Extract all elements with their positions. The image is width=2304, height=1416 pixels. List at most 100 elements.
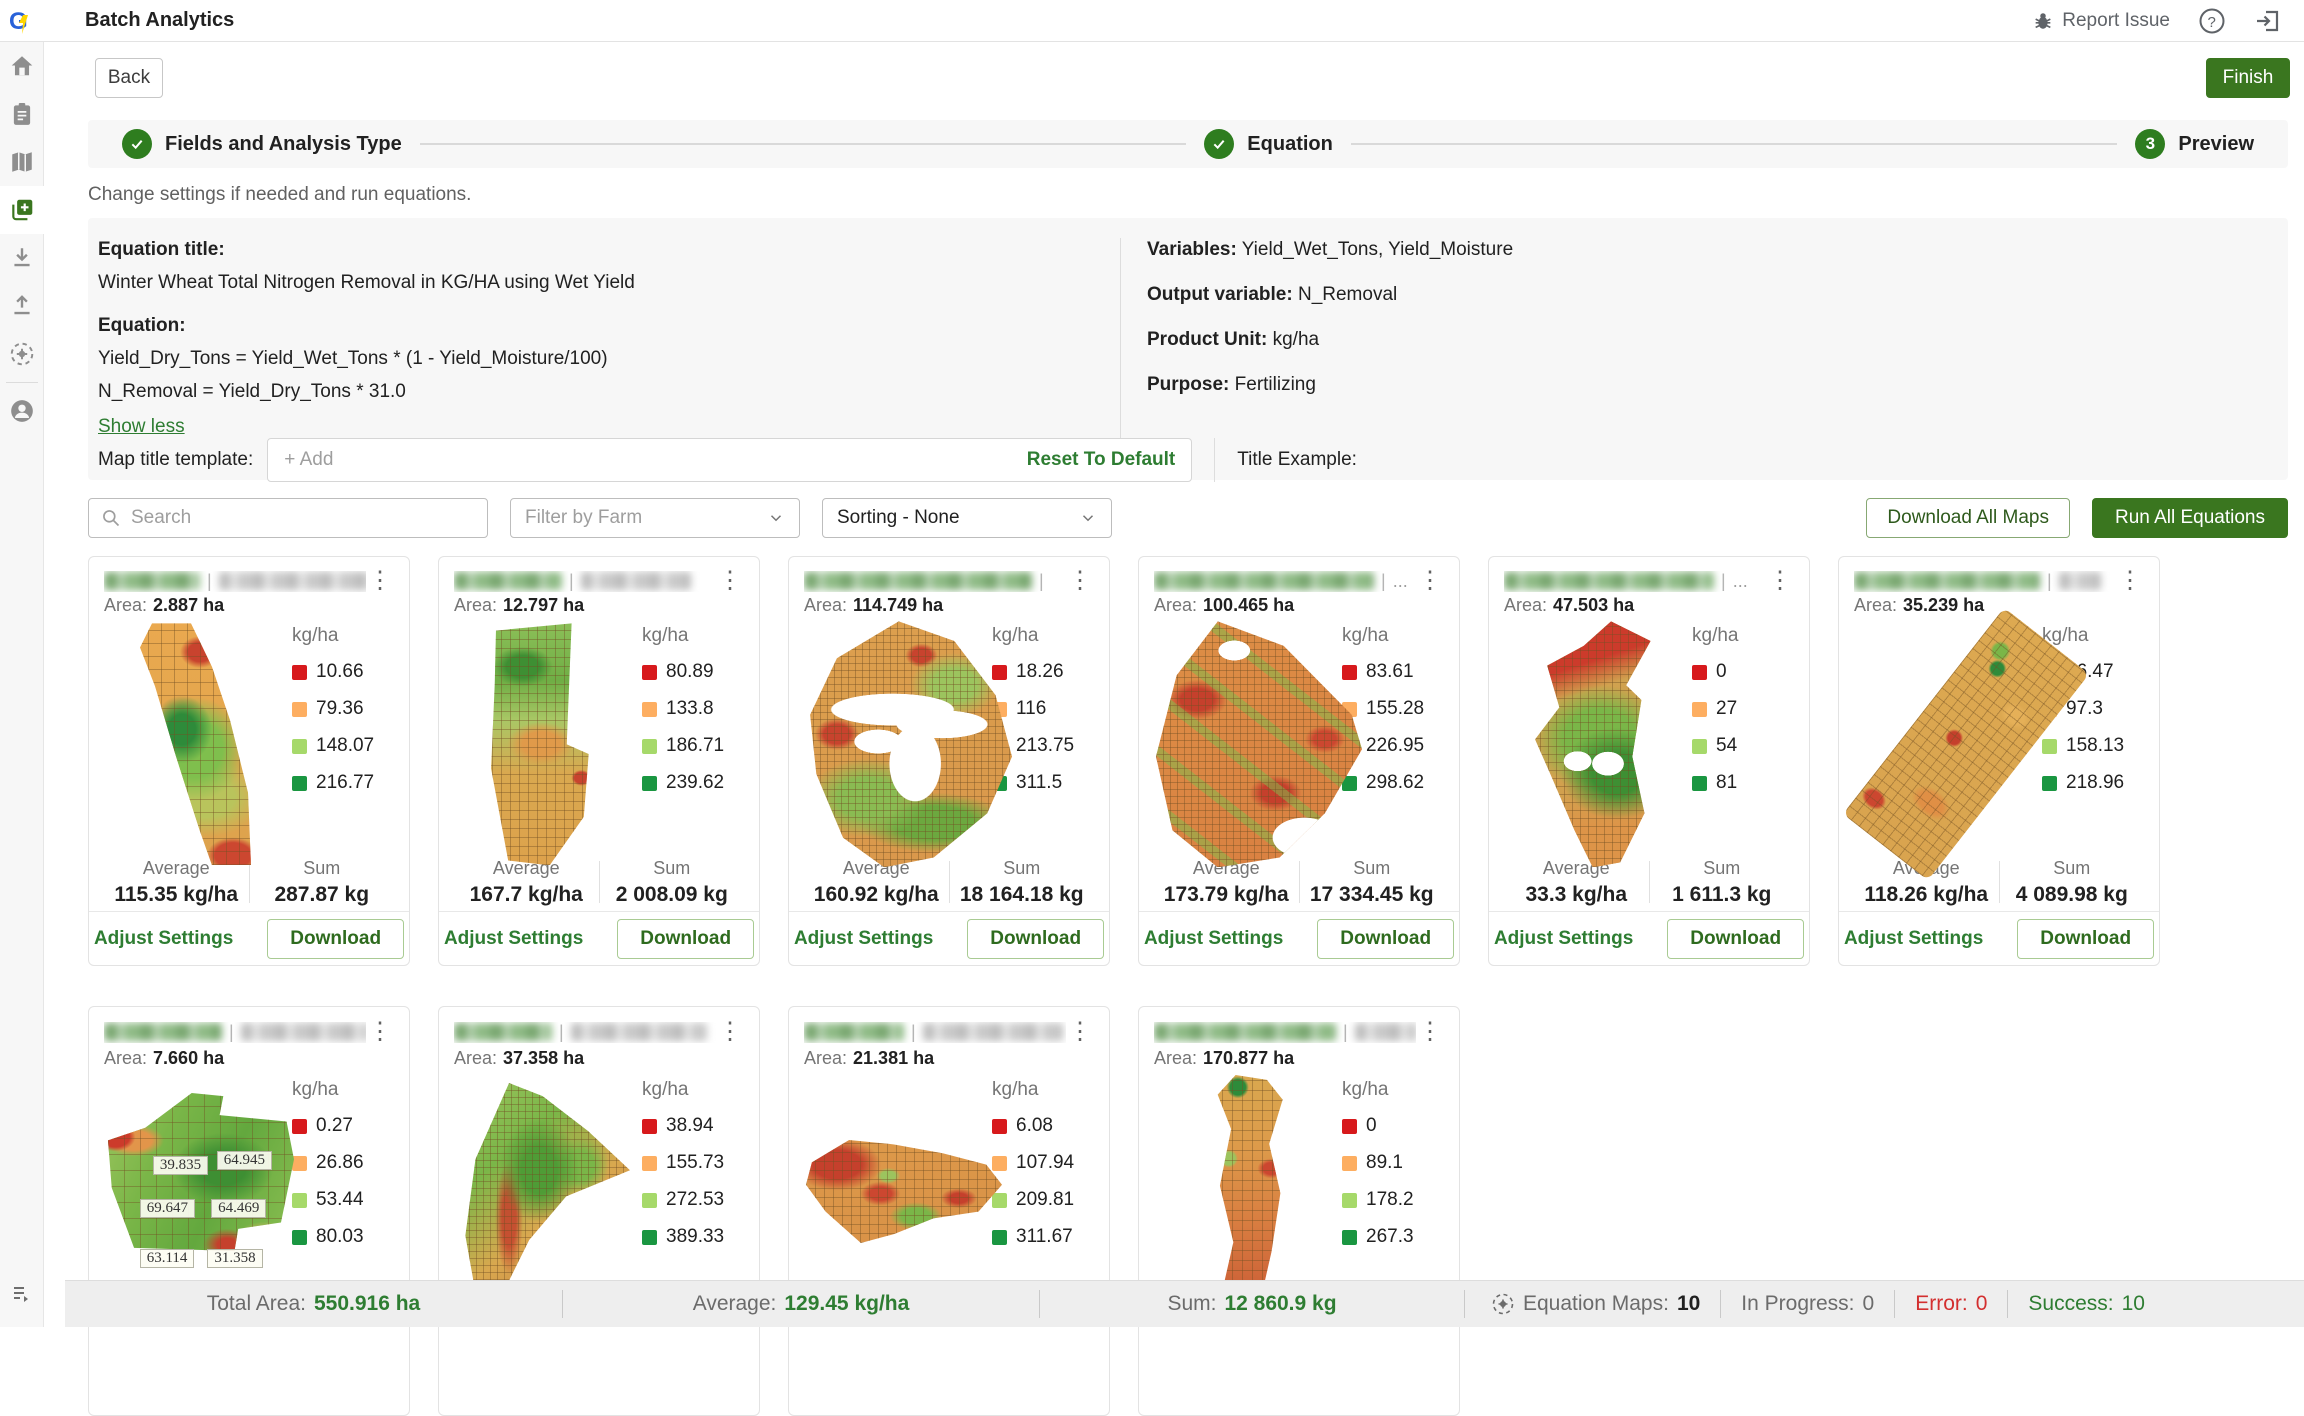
equation-title: Winter Wheat Total Nitrogen Removal in K… — [98, 272, 635, 293]
average-label: Average — [1542, 857, 1610, 878]
sidebar-item-batch-analytics[interactable] — [0, 186, 44, 234]
run-all-equations-button[interactable]: Run All Equations — [2092, 498, 2288, 538]
card-title-redacted: | — [1854, 571, 2116, 592]
output-variable-value: N_Removal — [1297, 284, 1398, 305]
legend-swatch — [992, 664, 1007, 680]
legend-item: 148.07 — [292, 735, 394, 757]
field-card: | ⋮ Area: 12.797 ha kg/ha 80.89 133.8 186.… — [438, 556, 760, 966]
help-button[interactable]: ? — [2198, 7, 2226, 35]
card-menu-button[interactable]: ⋮ — [718, 567, 742, 595]
field-map-thumbnail[interactable] — [1154, 619, 1362, 868]
adjust-settings-button[interactable]: Adjust Settings — [793, 927, 934, 949]
field-map-thumbnail[interactable] — [804, 619, 1012, 868]
legend-value: 133.8 — [666, 698, 714, 720]
adjust-settings-button[interactable]: Adjust Settings — [1843, 927, 1984, 949]
legend-value: 97.3 — [2066, 698, 2103, 720]
card-menu-button[interactable]: ⋮ — [718, 1018, 742, 1045]
legend-unit: kg/ha — [992, 625, 1039, 647]
step-fields-and-analysis-type[interactable]: Fields and Analysis Type — [122, 129, 420, 159]
field-map-thumbnail[interactable] — [804, 1073, 1002, 1325]
adjust-settings-button[interactable]: Adjust Settings — [443, 927, 584, 949]
app-logo[interactable]: G — [0, 7, 44, 35]
card-menu-button[interactable]: ⋮ — [1418, 567, 1442, 595]
card-menu-button[interactable]: ⋮ — [1768, 567, 1792, 595]
legend-swatch — [2042, 738, 2057, 754]
download-button[interactable]: Download — [2017, 918, 2155, 959]
filter-by-farm-select[interactable]: Filter by Farm — [510, 498, 800, 538]
sidebar-item-download[interactable] — [0, 234, 44, 282]
field-map-thumbnail[interactable] — [1842, 607, 2090, 881]
logout-button[interactable] — [2254, 7, 2282, 35]
card-title-redacted: | — [1154, 1022, 1416, 1043]
field-map-thumbnail[interactable]: 39.835 64.945 69.647 64.469 63.114 31.358 — [104, 1073, 294, 1325]
card-title-redacted: | — [104, 571, 366, 592]
reset-to-default-link[interactable]: Reset To Default — [1026, 449, 1176, 470]
card-menu-button[interactable]: ⋮ — [1068, 567, 1092, 595]
legend-value: 218.96 — [2066, 772, 2125, 794]
download-button[interactable]: Download — [1317, 918, 1455, 959]
legend-item: 116 — [992, 698, 1094, 720]
sum-label: Sum — [1703, 857, 1741, 878]
adjust-settings-button[interactable]: Adjust Settings — [93, 927, 234, 949]
sidebar-item-account[interactable] — [0, 387, 44, 435]
sum-label: Sum — [303, 857, 341, 878]
field-name-redacted — [1854, 572, 2040, 591]
step-equation[interactable]: Equation — [1204, 129, 1351, 159]
sidebar-collapse-button[interactable] — [0, 1269, 44, 1317]
sum-label: Sum — [1353, 857, 1391, 878]
card-menu-button[interactable]: ⋮ — [1068, 1018, 1092, 1045]
back-button[interactable]: Back — [95, 58, 163, 98]
sidebar-item-automation[interactable] — [0, 330, 44, 378]
legend-value: 89.1 — [1366, 1152, 1403, 1173]
adjust-settings-button[interactable]: Adjust Settings — [1493, 927, 1634, 949]
chevron-down-icon — [1082, 515, 1094, 522]
equation-line-2: N_Removal = Yield_Dry_Tons * 31.0 — [98, 381, 406, 402]
average-value: 118.26 kg/ha — [1864, 882, 1989, 906]
download-button[interactable]: Download — [967, 918, 1105, 959]
card-menu-button[interactable]: ⋮ — [368, 1018, 392, 1045]
step-connector — [1350, 143, 2118, 145]
report-issue-label: Report Issue — [2062, 9, 2170, 31]
adjust-settings-button[interactable]: Adjust Settings — [1143, 927, 1284, 949]
field-name-redacted — [804, 572, 1032, 591]
map-title-template-label: Map title template: — [98, 449, 254, 470]
search-input[interactable] — [131, 507, 475, 529]
map-legend: kg/ha 0 27 54 81 — [1692, 619, 1794, 853]
total-area-value: 550.916 ha — [313, 1292, 421, 1315]
card-menu-button[interactable]: ⋮ — [368, 567, 392, 595]
legend-swatch — [2042, 775, 2057, 791]
report-issue-button[interactable]: Report Issue — [2032, 10, 2170, 32]
sorting-select[interactable]: Sorting - None — [822, 498, 1112, 538]
sum-value: 1 611.3 kg — [1672, 882, 1772, 906]
field-map-thumbnail[interactable] — [454, 1073, 642, 1325]
area-value: 100.465 ha — [1203, 594, 1295, 615]
legend-unit: kg/ha — [1342, 1079, 1389, 1100]
search-box[interactable] — [88, 498, 488, 538]
show-less-link[interactable]: Show less — [98, 416, 185, 437]
legend-value: 155.28 — [1366, 698, 1425, 720]
download-button[interactable]: Download — [617, 918, 755, 959]
sidebar-item-tasks[interactable] — [0, 90, 44, 138]
field-map-shape — [140, 623, 251, 866]
batch-add-icon — [11, 199, 32, 221]
legend-item: 53.44 — [292, 1189, 394, 1211]
area-value: 47.503 ha — [1553, 594, 1635, 615]
map-title-template-input[interactable]: + Add Reset To Default — [267, 438, 1193, 482]
legend-item: 107.94 — [992, 1152, 1094, 1174]
finish-button[interactable]: Finish — [2206, 58, 2290, 98]
card-menu-button[interactable]: ⋮ — [2118, 567, 2142, 595]
card-title-redacted: | — [454, 1022, 716, 1043]
download-all-maps-button[interactable]: Download All Maps — [1866, 498, 2070, 538]
step-preview[interactable]: 3 Preview — [2135, 129, 2254, 159]
field-map-thumbnail[interactable] — [104, 619, 292, 866]
sidebar-item-upload[interactable] — [0, 282, 44, 330]
field-name-redacted — [104, 1023, 222, 1041]
download-button[interactable]: Download — [267, 918, 405, 959]
download-button[interactable]: Download — [1667, 918, 1805, 959]
field-map-thumbnail[interactable] — [1504, 619, 1692, 868]
card-menu-button[interactable]: ⋮ — [1418, 1018, 1442, 1045]
sidebar-item-home[interactable] — [0, 42, 44, 90]
field-map-thumbnail[interactable] — [454, 619, 642, 866]
divider — [1214, 438, 1216, 482]
sidebar-item-maps[interactable] — [0, 138, 44, 186]
